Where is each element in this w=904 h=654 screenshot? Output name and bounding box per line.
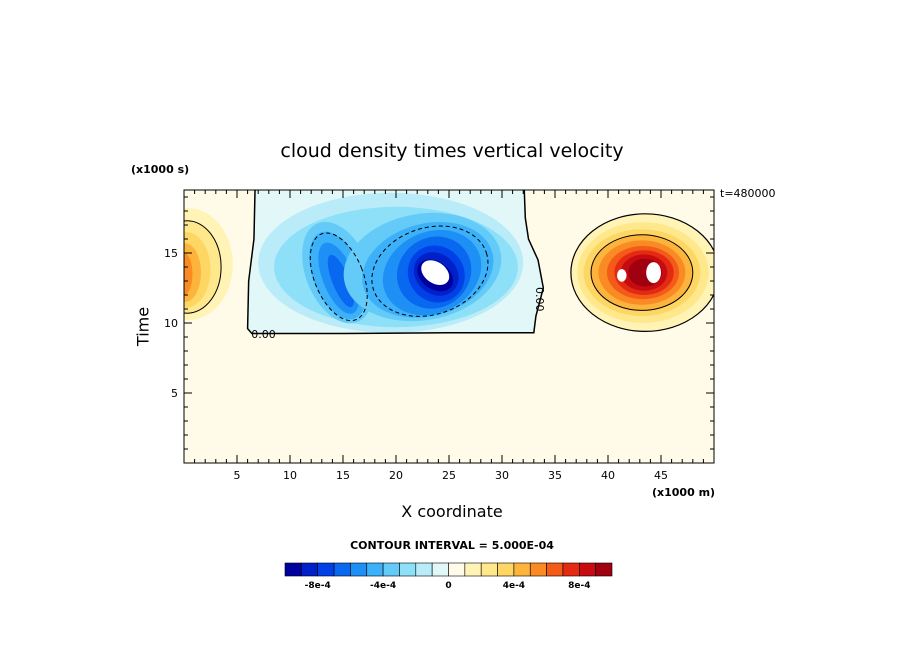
colorbar-swatch [366,562,384,577]
colorbar-swatch [562,562,580,577]
positive-contour-line [570,213,714,332]
x-tick-label: 45 [654,469,668,482]
x-tick-label: 20 [389,469,403,482]
colorbar-tick-label: 0 [445,581,451,591]
colorbar-swatch [546,562,564,577]
x-tick-label: 40 [601,469,615,482]
colorbar-swatch [301,562,319,577]
updraft-extreme-hole [617,269,627,282]
colorbar-swatch [513,562,531,577]
colorbar-swatch [284,562,302,577]
colorbar-swatch [350,562,368,577]
colorbar-swatch [382,562,400,577]
colorbar-swatch [595,562,613,577]
colorbar-swatch [497,562,515,577]
colorbar-swatch [448,562,466,577]
chart-title: cloud density times vertical velocity [280,140,624,162]
y-tick-label: 15 [164,247,178,260]
downdraft-extreme-hole [421,260,450,285]
x-axis-unit: (x1000 m) [652,486,716,499]
contour-interval-note: CONTOUR INTERVAL = 5.000E-04 [350,539,554,552]
colorbar-swatch [317,562,335,577]
colorbar-swatch [578,562,596,577]
zero-contour-line [246,190,545,335]
colorbar-swatch [333,562,351,577]
x-tick-label: 35 [548,469,562,482]
negative-contour-line [371,225,489,317]
colorbar-swatch [431,562,449,577]
updraft-extreme-hole [646,262,662,284]
downdraft-lobe-left [327,254,354,308]
x-tick-label: 5 [234,469,241,482]
x-tick-label: 25 [442,469,456,482]
negative-contour-line [309,232,368,322]
colorbar-tick-label: -8e-4 [305,581,331,591]
colorbar-tick-label: 4e-4 [503,581,525,591]
contour-label: 0.00 [251,328,276,341]
contour-label: 0.00 [533,287,546,312]
contour-lines: 0.00 0.00 [184,190,714,341]
x-tick-label: 30 [495,469,509,482]
colorbar-tick-label: 8e-4 [568,581,590,591]
colorbar-swatch [399,562,417,577]
colorbar-tick-label: -4e-4 [370,581,396,591]
x-tick-label: 15 [336,469,350,482]
time-stamp: t=480000 [720,187,776,200]
contour-field [184,190,714,342]
axes: 5 10 15 20 25 30 35 40 45 5 10 15 [164,189,715,482]
positive-contour-line [590,234,694,311]
x-tick-label: 10 [283,469,297,482]
positive-contour-line [184,220,222,314]
colorbar-swatch [464,562,482,577]
updraft-left-level [184,253,193,295]
colorbar-swatch [415,562,433,577]
y-tick-label: 5 [171,387,178,400]
x-axis-label: X coordinate [401,502,503,521]
colorbar-swatch [480,562,498,577]
colorbar: -8e-4 -4e-4 0 4e-4 8e-4 [284,562,613,591]
y-tick-label: 10 [164,317,178,330]
colorbar-swatch [529,562,547,577]
y-axis-unit: (x1000 s) [131,163,190,176]
